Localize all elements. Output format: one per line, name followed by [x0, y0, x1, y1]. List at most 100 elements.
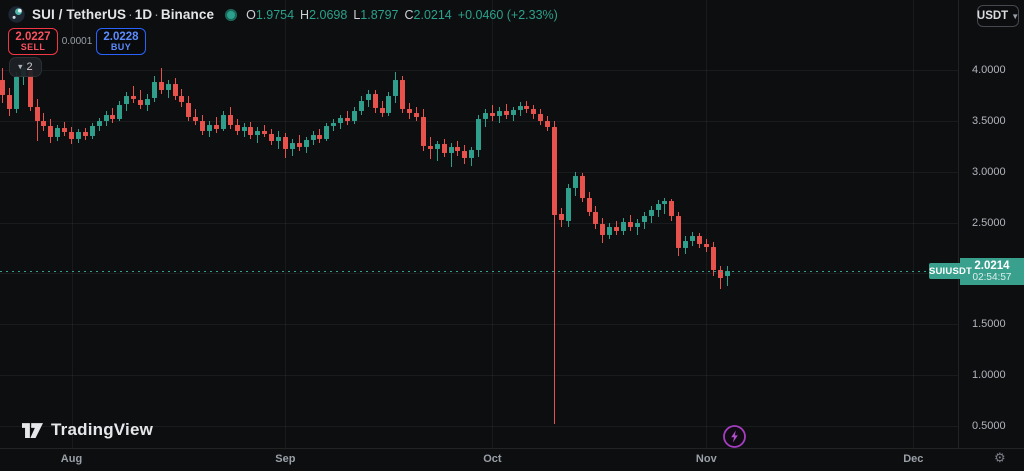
- month-label: Dec: [903, 453, 924, 465]
- candle: [627, 221, 633, 227]
- candle: [338, 117, 344, 123]
- time-axis[interactable]: Aug Sep Oct Nov Dec: [0, 448, 1024, 471]
- candle: [75, 132, 81, 140]
- candle: [690, 235, 695, 241]
- last-price-line: [0, 271, 958, 272]
- candle: [248, 127, 254, 136]
- sell-button[interactable]: 2.0227 SELL: [8, 28, 58, 55]
- candle: [48, 125, 54, 138]
- currency-toggle-button[interactable]: USDT ▼: [977, 5, 1019, 27]
- candle: [407, 108, 413, 113]
- chart-pane[interactable]: [0, 0, 958, 448]
- candle: [303, 140, 309, 148]
- candle: [144, 98, 150, 105]
- candle: [62, 128, 68, 133]
- candle: [331, 122, 337, 126]
- sell-price: 2.0227: [15, 30, 51, 43]
- candle-wick: [195, 108, 197, 125]
- candle: [476, 118, 482, 151]
- candle: [220, 114, 226, 129]
- candle: [351, 110, 357, 121]
- time-gridline: [706, 0, 708, 448]
- candle: [393, 80, 399, 97]
- price-tick-label: 1.0000: [972, 369, 1006, 382]
- bar-countdown: 02:54:57: [972, 272, 1012, 284]
- price-gridline: [0, 375, 958, 377]
- symbol-legend[interactable]: SUI / TetherUS · 1D · Binance O1.9754 H2.069…: [8, 6, 558, 23]
- candle: [489, 112, 495, 116]
- candle: [0, 80, 5, 96]
- tradingview-logo[interactable]: TradingView: [22, 420, 153, 440]
- month-label: Aug: [60, 453, 83, 465]
- candle: [117, 104, 123, 119]
- market-status-dot[interactable]: [225, 8, 238, 21]
- candle: [386, 96, 392, 113]
- candle: [593, 212, 599, 224]
- candle: [400, 80, 406, 109]
- axis-settings-gear-icon[interactable]: ⚙: [994, 450, 1006, 465]
- candle: [648, 210, 654, 217]
- candle-wick: [160, 68, 162, 95]
- candle: [269, 134, 275, 142]
- candle: [82, 132, 88, 137]
- candle: [379, 107, 385, 113]
- price-gridline: [0, 324, 958, 326]
- price-axis[interactable]: 2.0214 02:54:57 4.0000 3.5000 3.0000 2.5000…: [958, 0, 1024, 448]
- candle: [607, 226, 613, 235]
- candle: [420, 116, 426, 147]
- ohlc-values: O1.9754 H2.0698 L1.8797 C2.0214 +0.0460 …: [246, 7, 558, 22]
- change-value: +0.0460 (+2.33%): [457, 7, 558, 22]
- candle: [131, 96, 137, 100]
- candle: [262, 131, 268, 135]
- last-price-badge: 2.0214 02:54:57: [960, 258, 1024, 285]
- candle: [6, 95, 12, 109]
- candle: [703, 243, 709, 247]
- indicators-collapse-button[interactable]: ▾ 2: [9, 57, 42, 77]
- candle-wick: [347, 110, 348, 125]
- candle: [545, 120, 551, 127]
- price-tick-label: 0.5000: [972, 419, 1006, 432]
- candle: [234, 124, 240, 131]
- candle-wick: [140, 90, 141, 109]
- candle: [717, 270, 723, 279]
- candle: [441, 144, 447, 154]
- lightning-event-icon[interactable]: [722, 424, 747, 449]
- candle: [151, 82, 157, 99]
- candle: [317, 135, 323, 140]
- candle: [469, 150, 475, 159]
- candle: [448, 147, 454, 154]
- price-gridline: [0, 425, 958, 427]
- candle: [621, 221, 626, 231]
- time-gridline: [71, 0, 73, 448]
- candle-wick: [436, 141, 438, 162]
- candle: [241, 127, 247, 132]
- candle: [586, 198, 592, 213]
- candle: [538, 113, 544, 121]
- candle: [683, 240, 689, 248]
- month-label: Oct: [483, 453, 502, 465]
- candle: [531, 108, 537, 114]
- chevron-down-icon: ▼: [1011, 11, 1020, 21]
- candle-wick: [133, 86, 135, 103]
- candle: [55, 128, 61, 138]
- candle: [289, 143, 295, 150]
- candle: [676, 216, 682, 248]
- candle-wick: [257, 127, 259, 144]
- candle: [710, 247, 716, 271]
- candle-wick: [726, 266, 728, 286]
- candle: [414, 112, 419, 117]
- candle: [103, 114, 109, 121]
- candle: [276, 137, 281, 142]
- candle: [655, 204, 661, 211]
- candle: [510, 109, 516, 115]
- buy-button[interactable]: 2.0228 BUY: [96, 28, 146, 55]
- month-label: Nov: [695, 453, 717, 465]
- candle: [669, 201, 675, 217]
- candle: [227, 114, 233, 125]
- time-gridline: [492, 0, 494, 448]
- candle: [600, 223, 606, 235]
- price-tick-label: 3.5000: [972, 114, 1006, 127]
- chevron-down-icon: ▾: [18, 61, 23, 71]
- candle: [427, 146, 433, 150]
